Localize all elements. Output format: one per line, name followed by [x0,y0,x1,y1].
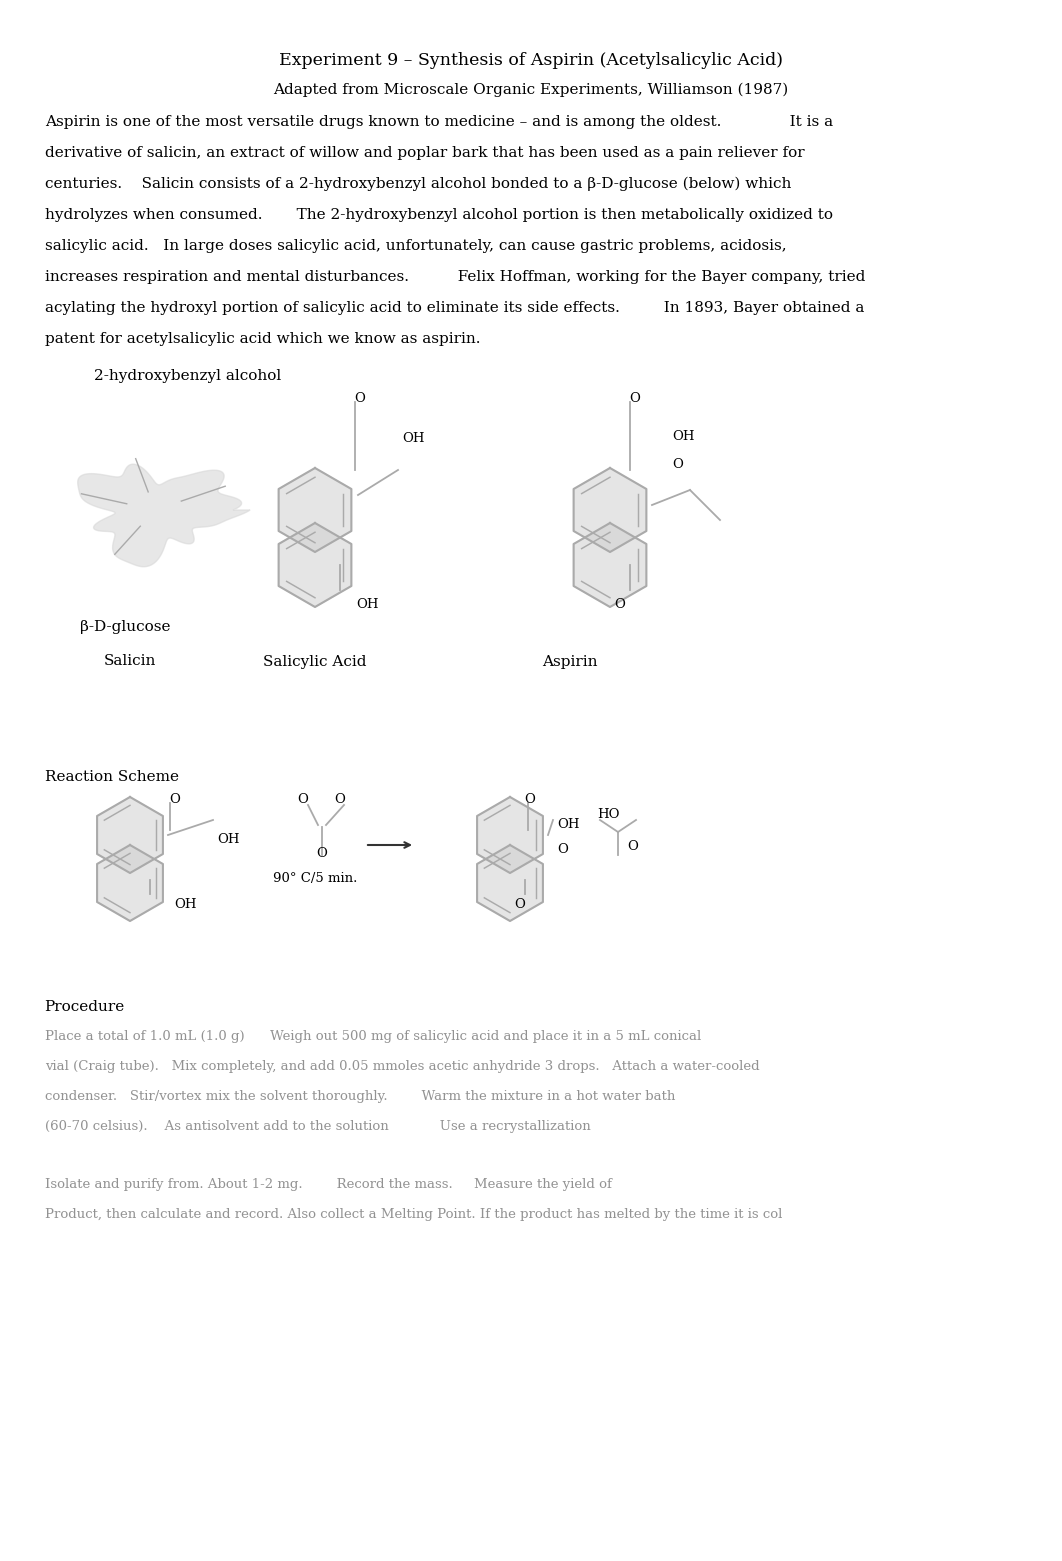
Polygon shape [78,464,251,567]
Text: O: O [672,457,683,471]
Text: derivative of salicin, an extract of willow and poplar bark that has been used a: derivative of salicin, an extract of wil… [45,147,804,159]
Text: O: O [335,793,345,805]
Polygon shape [97,798,162,873]
Text: salicylic acid.   In large doses salicylic acid, unfortunately, can cause gastri: salicylic acid. In large doses salicylic… [45,239,786,253]
Text: centuries.    Salicin consists of a 2-hydroxybenzyl alcohol bonded to a β-D-gluc: centuries. Salicin consists of a 2-hydro… [45,176,791,192]
Text: Procedure: Procedure [45,1001,125,1015]
Text: vial (Craig tube).   Mix completely, and add 0.05 mmoles acetic anhydride 3 drop: vial (Craig tube). Mix completely, and a… [45,1060,759,1072]
Text: patent for acetylsalicylic acid which we know as aspirin.: patent for acetylsalicylic acid which we… [45,332,480,347]
Text: OH: OH [402,432,425,445]
Text: Experiment 9 – Synthesis of Aspirin (Acetylsalicylic Acid): Experiment 9 – Synthesis of Aspirin (Ace… [279,52,783,69]
Polygon shape [477,798,543,873]
Polygon shape [573,468,647,553]
Text: O: O [525,793,535,805]
Text: Adapted from Microscale Organic Experiments, Williamson (1987): Adapted from Microscale Organic Experime… [273,83,789,97]
Polygon shape [477,845,543,921]
Text: 90° C/5 min.: 90° C/5 min. [273,873,357,885]
Text: hydrolyzes when consumed.       The 2-hydroxybenzyl alcohol portion is then meta: hydrolyzes when consumed. The 2-hydroxyb… [45,208,833,222]
Text: increases respiration and mental disturbances.          Felix Hoffman, working f: increases respiration and mental disturb… [45,270,864,284]
Text: HO: HO [597,809,619,821]
Polygon shape [278,523,352,607]
Text: Salicylic Acid: Salicylic Acid [263,656,366,670]
Text: O: O [515,898,526,912]
Text: OH: OH [672,429,695,443]
Text: Isolate and purify from. About 1-2 mg.        Record the mass.     Measure the y: Isolate and purify from. About 1-2 mg. R… [45,1179,612,1191]
Text: O: O [556,843,568,855]
Text: Salicin: Salicin [104,654,156,668]
Polygon shape [278,468,352,553]
Text: 2-hydroxybenzyl alcohol: 2-hydroxybenzyl alcohol [95,368,281,382]
Text: Aspirin: Aspirin [543,656,598,670]
Text: Reaction Scheme: Reaction Scheme [45,770,178,784]
Text: Product, then calculate and record. Also collect a Melting Point. If the product: Product, then calculate and record. Also… [45,1208,782,1221]
Text: O: O [170,793,181,805]
Polygon shape [97,845,162,921]
Text: O: O [615,598,626,610]
Text: O: O [630,392,640,404]
Polygon shape [573,523,647,607]
Text: (60-70 celsius).    As antisolvent add to the solution            Use a recrysta: (60-70 celsius). As antisolvent add to t… [45,1119,590,1133]
Text: O: O [316,848,327,860]
Text: OH: OH [217,834,240,846]
Text: O: O [355,392,365,404]
Text: OH: OH [556,818,580,830]
Text: acylating the hydroxyl portion of salicylic acid to eliminate its side effects. : acylating the hydroxyl portion of salicy… [45,301,864,315]
Text: OH: OH [356,598,378,610]
Text: O: O [628,840,638,852]
Text: β-D-glucose: β-D-glucose [80,620,171,634]
Text: OH: OH [174,898,196,912]
Text: condenser.   Stir/vortex mix the solvent thoroughly.        Warm the mixture in : condenser. Stir/vortex mix the solvent t… [45,1090,675,1104]
Text: O: O [297,793,308,805]
Text: Aspirin is one of the most versatile drugs known to medicine – and is among the : Aspirin is one of the most versatile dru… [45,116,833,130]
Text: Place a total of 1.0 mL (1.0 g)      Weigh out 500 mg of salicylic acid and plac: Place a total of 1.0 mL (1.0 g) Weigh ou… [45,1030,701,1043]
